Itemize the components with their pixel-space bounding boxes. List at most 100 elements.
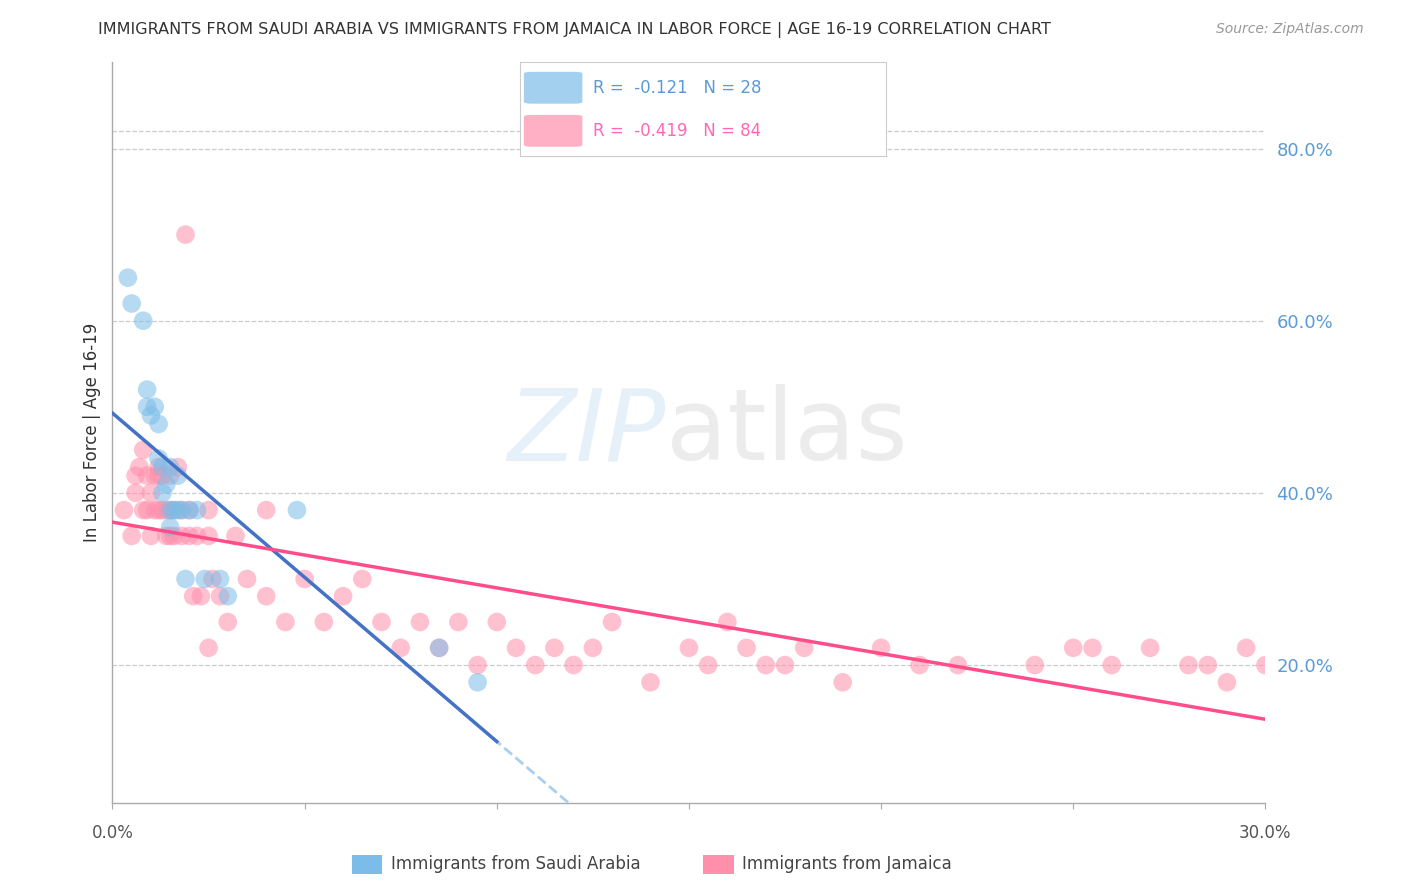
Point [117,270,139,285]
Point [678,640,700,655]
Point [485,615,508,629]
Point [209,589,232,603]
Point [285,503,308,517]
Point [136,503,159,517]
Point [155,503,177,517]
Point [697,658,720,673]
Point [152,468,174,483]
Point [1081,640,1104,655]
Point [1254,658,1277,673]
Point [312,615,335,629]
Point [152,486,174,500]
Point [908,658,931,673]
Point [582,640,605,655]
Point [543,640,565,655]
Text: IMMIGRANTS FROM SAUDI ARABIA VS IMMIGRANTS FROM JAMAICA IN LABOR FORCE | AGE 16-: IMMIGRANTS FROM SAUDI ARABIA VS IMMIGRAN… [98,22,1052,38]
Point [274,615,297,629]
Point [370,615,392,629]
Y-axis label: In Labor Force | Age 16-19: In Labor Force | Age 16-19 [83,323,101,542]
FancyBboxPatch shape [524,72,582,103]
Point [163,503,186,517]
Point [190,589,212,603]
Point [1234,640,1257,655]
Point [143,400,166,414]
Point [600,615,623,629]
Point [409,615,432,629]
Point [197,640,219,655]
Point [773,658,796,673]
Point [155,477,177,491]
Point [128,460,150,475]
Point [194,572,217,586]
Point [159,529,181,543]
Point [166,460,188,475]
Point [224,529,246,543]
Point [332,589,354,603]
Point [112,503,135,517]
Point [159,503,181,517]
Point [136,383,159,397]
Point [186,529,208,543]
Point [254,503,277,517]
Point [166,503,188,517]
Point [179,529,201,543]
Point [1101,658,1123,673]
Point [562,658,585,673]
Text: Source: ZipAtlas.com: Source: ZipAtlas.com [1216,22,1364,37]
Point [139,529,162,543]
Point [121,529,143,543]
Text: 0.0%: 0.0% [91,824,134,842]
Point [209,572,232,586]
Point [163,529,186,543]
Point [163,503,186,517]
Point [148,503,170,517]
Point [139,486,162,500]
Point [427,640,450,655]
Text: 30.0%: 30.0% [1239,824,1292,842]
Point [170,529,193,543]
Point [352,572,374,586]
Point [148,417,170,431]
Point [946,658,969,673]
Point [152,503,174,517]
Point [136,400,159,414]
Point [155,529,177,543]
Point [197,503,219,517]
Text: ZIP: ZIP [508,384,666,481]
Point [170,503,193,517]
Point [870,640,893,655]
Point [132,503,155,517]
Point [166,468,188,483]
Point [1062,640,1084,655]
Point [236,572,259,586]
Point [427,640,450,655]
Point [831,675,853,690]
Point [121,296,143,310]
Point [170,503,193,517]
Point [186,503,208,517]
Point [294,572,316,586]
Point [217,615,239,629]
Point [735,640,758,655]
Point [1139,640,1161,655]
Point [181,589,204,603]
Point [174,227,197,242]
Point [179,503,201,517]
Point [148,460,170,475]
Point [136,468,159,483]
Point [467,658,489,673]
Point [124,468,146,483]
Point [143,503,166,517]
Point [524,658,547,673]
Point [159,503,181,517]
Point [217,589,239,603]
Text: Immigrants from Saudi Arabia: Immigrants from Saudi Arabia [391,855,641,873]
Point [159,460,181,475]
Point [143,468,166,483]
Point [139,409,162,423]
Point [447,615,470,629]
Point [793,640,815,655]
Point [152,460,174,475]
Point [254,589,277,603]
Point [1216,675,1239,690]
